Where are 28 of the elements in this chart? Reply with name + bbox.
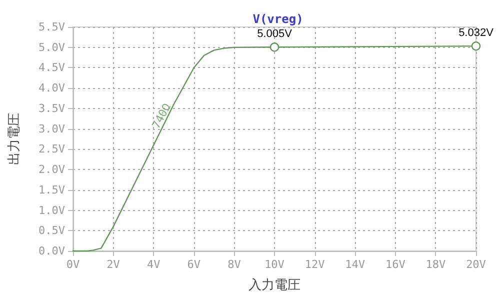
y-tick-label: 3.0V	[38, 122, 66, 136]
x-tick-label: 6V	[187, 258, 201, 271]
y-tick-label: 0.0V	[38, 244, 66, 258]
y-tick-label: 4.5V	[38, 61, 66, 74]
y-tick-label: 3.5V	[38, 102, 66, 115]
data-label: 5.005V	[257, 28, 293, 40]
x-tick-label: 12V	[304, 258, 326, 271]
x-tick-label: 8V	[228, 258, 242, 271]
y-tick-label: 4.0V	[38, 82, 66, 95]
y-tick-label: 5.0V	[38, 40, 66, 54]
x-axis-title: 入力電圧	[248, 278, 300, 293]
x-tick-label: 20V	[466, 258, 486, 271]
chart-title: V(vreg)	[252, 12, 304, 26]
x-tick-label: 18V	[426, 258, 446, 271]
y-tick-label: 0.5V	[38, 224, 66, 238]
x-tick-label: 0V	[66, 258, 80, 271]
y-tick-label: 2.0V	[38, 163, 66, 176]
x-tick-label: 4V	[146, 258, 161, 271]
x-tick-label: 2V	[106, 258, 120, 271]
x-tick-label: 16V	[385, 258, 406, 271]
y-tick-label: 5.5V	[38, 20, 66, 34]
y-axis-title: 出力電圧	[7, 113, 22, 165]
data-label: 5.032V	[458, 26, 494, 39]
y-tick-label: 1.0V	[38, 204, 66, 217]
y-tick-label: 2.5V	[38, 142, 66, 156]
y-tick-label: 1.5V	[38, 183, 66, 196]
x-tick-label: 10V	[264, 258, 285, 271]
x-tick-label: 14V	[345, 258, 366, 271]
